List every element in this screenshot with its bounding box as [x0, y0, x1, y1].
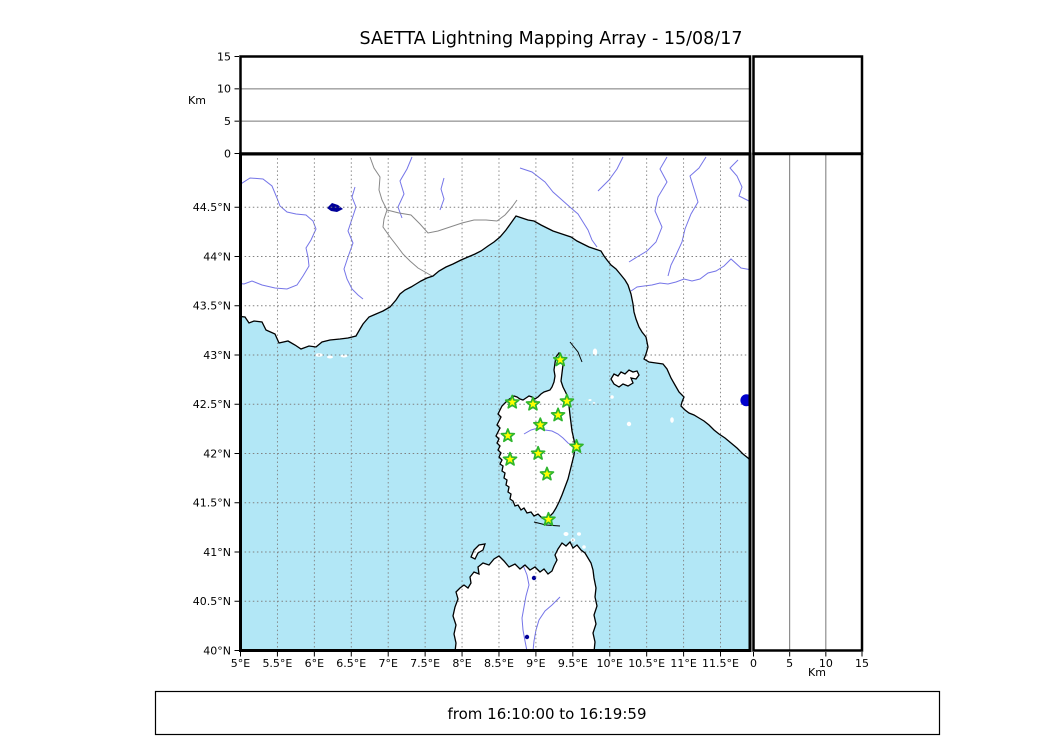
alt-tick-label-left: 5 — [224, 115, 231, 128]
lon-tick-label: 6°E — [305, 657, 324, 670]
station-star-marker — [569, 438, 584, 453]
pianosa-island — [610, 395, 614, 399]
station-markers — [500, 352, 584, 526]
station-star-marker — [500, 428, 516, 443]
lat-tick-label: 44°N — [203, 250, 231, 263]
axis-ticks — [234, 56, 863, 657]
time-range-text: from 16:10:00 to 16:19:59 — [447, 705, 646, 723]
sea-line-mark — [569, 341, 583, 363]
maddalena-islands — [563, 532, 569, 536]
hyeres-islands — [327, 355, 333, 359]
islet — [592, 402, 596, 404]
station-star-marker — [550, 407, 566, 422]
maddalena-islands — [577, 532, 581, 536]
lon-tick-label: 6.5°E — [336, 657, 366, 670]
map-panel-frame — [239, 152, 752, 652]
panel-frames — [239, 55, 864, 652]
time-range-box — [154, 690, 941, 736]
corner-panel-frame — [752, 55, 864, 155]
alt-tick-label-bottom: 5 — [786, 657, 793, 670]
reservoir — [524, 634, 530, 640]
station-star-marker — [525, 396, 541, 411]
country-borders — [369, 156, 518, 277]
lon-tick-label: 9°E — [526, 657, 545, 670]
lon-tick-label: 10°E — [597, 657, 623, 670]
station-star-marker — [533, 417, 548, 432]
lat-tick-label: 40°N — [203, 644, 231, 657]
figure-title: SAETTA Lightning Mapping Array - 15/08/1… — [360, 29, 743, 49]
islet — [588, 399, 592, 401]
giglio-island — [670, 417, 674, 423]
graticule — [240, 154, 750, 651]
lat-tick-label: 42°N — [203, 447, 231, 460]
land-areas — [240, 154, 750, 651]
station-star-marker — [541, 511, 556, 526]
lat-tick-label: 43.5°N — [193, 300, 231, 313]
lat-tick-label: 40.5°N — [193, 595, 231, 608]
station-star-marker — [552, 352, 568, 367]
altitude-panel-gridlines — [240, 88, 827, 651]
axis-tick-labels: 5°E 5.5°E 6°E 6.5°E 7°E 7.5°E 8°E 8.5°E 9°E 9.5°E… — [193, 50, 869, 670]
station-star-marker — [502, 451, 518, 466]
lightning-points — [740, 394, 750, 407]
alt-tick-label-left: 0 — [224, 147, 231, 160]
station-star-marker — [504, 394, 520, 409]
lon-tick-label: 5.5°E — [262, 657, 292, 670]
maddalena-islands — [582, 545, 586, 549]
lon-tick-label: 7.5°E — [410, 657, 440, 670]
lat-tick-label: 41.5°N — [193, 497, 231, 510]
reservoir — [531, 575, 537, 581]
capraia-island — [592, 348, 598, 356]
lat-tick-label: 42.5°N — [193, 398, 231, 411]
lat-tick-label: 43°N — [203, 349, 231, 362]
lon-tick-label: 10.5°E — [628, 657, 665, 670]
lon-tick-label: 8°E — [452, 657, 471, 670]
altitude-axis-label-bottom: Km — [808, 666, 826, 679]
lon-tick-label: 11°E — [670, 657, 696, 670]
lon-tick-label: 7°E — [378, 657, 397, 670]
alt-tick-label-bottom: 10 — [819, 657, 833, 670]
altitude-axis-label-left: Km — [188, 94, 206, 107]
lat-tick-label: 41°N — [203, 546, 231, 559]
rivers — [240, 156, 750, 651]
station-star-marker — [530, 445, 546, 460]
station-star-marker — [559, 393, 575, 408]
lon-tick-label: 5°E — [231, 657, 250, 670]
station-star-marker — [539, 466, 555, 481]
map-panel — [240, 154, 750, 651]
lon-tick-label: 8.5°E — [484, 657, 514, 670]
alt-tick-label-bottom: 0 — [750, 657, 757, 670]
lon-tick-label: 9.5°E — [558, 657, 588, 670]
lightning-point — [740, 394, 750, 407]
top-altitude-panel-frame — [239, 55, 752, 155]
alt-tick-label-bottom: 15 — [855, 657, 869, 670]
lon-tick-label: 11.5°E — [702, 657, 739, 670]
montecristo-island — [626, 421, 632, 427]
alt-tick-label-left: 15 — [217, 50, 231, 63]
lat-tick-label: 44.5°N — [193, 201, 231, 214]
hyeres-islands — [340, 354, 348, 358]
alt-tick-label-left: 10 — [217, 83, 231, 96]
right-altitude-panel-frame — [752, 152, 864, 652]
